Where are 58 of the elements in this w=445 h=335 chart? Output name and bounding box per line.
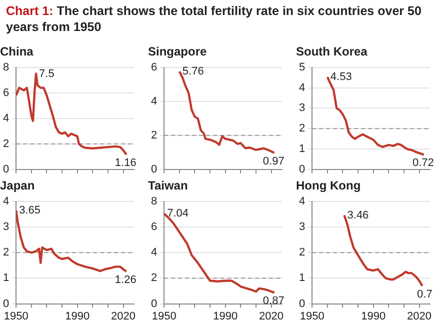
annotation: 3.46 <box>347 209 369 222</box>
y-tick-label: 2 <box>2 246 10 259</box>
annotation: 5.76 <box>182 66 204 78</box>
annotation: 7.04 <box>167 208 189 220</box>
chart-title: Hong Kong <box>296 178 361 193</box>
annotation: 3.65 <box>19 204 41 216</box>
annotation: 0.87 <box>262 295 284 308</box>
chart-title: South Korea <box>296 44 368 59</box>
y-tick-label: 2 <box>150 272 158 284</box>
y-tick-label: 2 <box>298 122 306 135</box>
y-tick-label: 1 <box>298 272 306 284</box>
x-tick-label: 1950 <box>152 310 176 322</box>
y-tick-label: 3 <box>2 221 10 234</box>
annotation: 1.16 <box>114 157 136 170</box>
annotation: 1.26 <box>114 274 136 286</box>
y-tick-label: 2 <box>2 138 10 150</box>
annotation: 4.53 <box>330 71 352 84</box>
chart-title: Japan <box>0 178 35 193</box>
y-tick-label: 4 <box>298 195 306 208</box>
x-tick-label: 1990 <box>361 310 386 322</box>
y-tick-label: 0 <box>2 163 10 176</box>
y-tick-label: 6 <box>150 61 158 74</box>
x-tick-label: 2020 <box>111 310 136 322</box>
y-tick-label: 8 <box>150 195 158 208</box>
chart-title: Singapore <box>148 44 207 59</box>
y-tick-label: 4 <box>150 95 158 108</box>
x-tick-label: 1950 <box>300 310 324 322</box>
y-tick-label: 6 <box>150 221 158 234</box>
y-tick-label: 4 <box>2 195 10 208</box>
y-tick-label: 0 <box>2 298 10 310</box>
y-tick-label: 2 <box>298 246 306 259</box>
y-tick-label: 0 <box>150 298 158 310</box>
x-tick-label: 1990 <box>65 310 90 322</box>
x-tick-label: 1950 <box>4 310 28 322</box>
y-tick-label: 1 <box>298 143 306 156</box>
annotation: 0.97 <box>262 155 284 168</box>
chart-title: China <box>0 44 34 59</box>
caption: Chart 1: The chart shows the total fertility rate in six countries over 50 years from 1950 <box>6 4 422 34</box>
y-tick-label: 8 <box>2 61 10 74</box>
x-tick-label: 2020 <box>407 310 432 322</box>
y-tick-label: 4 <box>298 82 306 94</box>
annotation: 7.5 <box>39 68 54 80</box>
annotation: 0.72 <box>412 157 434 170</box>
x-tick-label: 2020 <box>259 310 284 322</box>
y-tick-label: 1 <box>2 272 10 284</box>
y-tick-label: 0 <box>298 163 306 176</box>
annotation: 0.7 <box>417 288 432 300</box>
y-tick-label: 4 <box>150 246 158 259</box>
y-tick-label: 4 <box>2 112 10 124</box>
y-tick-label: 2 <box>150 129 158 142</box>
y-tick-label: 0 <box>298 298 306 310</box>
y-tick-label: 0 <box>150 163 158 176</box>
y-tick-label: 3 <box>298 221 306 234</box>
y-tick-label: 5 <box>298 61 306 74</box>
y-tick-label: 3 <box>298 102 306 114</box>
y-tick-label: 6 <box>2 86 10 99</box>
chart-title: Taiwan <box>148 178 188 193</box>
x-tick-label: 1990 <box>213 310 238 322</box>
